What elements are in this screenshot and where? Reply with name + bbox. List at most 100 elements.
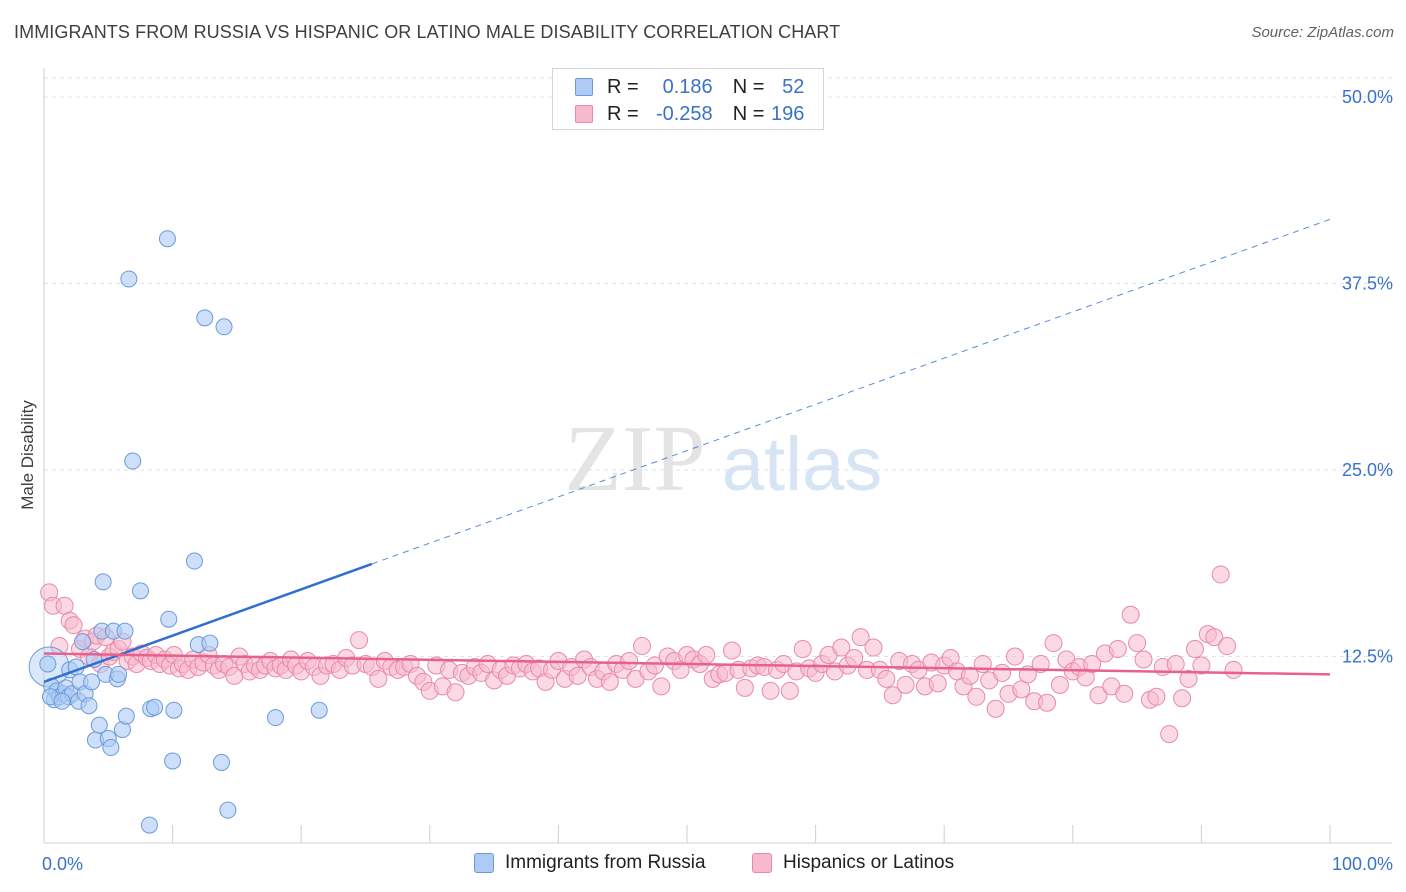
- hispanic-point: [632, 637, 651, 656]
- hispanic-point: [697, 646, 716, 665]
- russia-point: [310, 701, 328, 719]
- tick-labels: 12.5% 25.0% 37.5% 50.0% 0.0% 100.0%: [42, 87, 1393, 874]
- hispanic-point: [568, 666, 587, 685]
- russia-point: [219, 801, 237, 819]
- hispanic-point: [1005, 647, 1024, 666]
- hispanic-point: [1108, 640, 1127, 659]
- russia-point: [90, 716, 108, 734]
- legend-r-label: R =: [607, 102, 639, 125]
- hispanic-point: [652, 677, 671, 696]
- hispanic-point: [1012, 680, 1031, 699]
- hispanic-point: [735, 678, 754, 697]
- y-tick-label: 12.5%: [1342, 647, 1393, 667]
- russia-point: [120, 270, 138, 288]
- hispanic-point: [877, 669, 896, 688]
- russia-point: [53, 692, 71, 710]
- russia-point: [110, 665, 128, 683]
- legend-n-label: N =: [732, 75, 765, 98]
- hispanic-point: [883, 686, 902, 705]
- chart-title: IMMIGRANTS FROM RUSSIA VS HISPANIC OR LA…: [14, 22, 841, 42]
- hispanic-point: [350, 631, 369, 650]
- russia-point: [124, 452, 142, 470]
- hispanic-point: [761, 681, 780, 700]
- hispanic-point: [369, 669, 388, 688]
- hispanic-point: [1211, 565, 1230, 584]
- hispanic-point: [1044, 634, 1063, 653]
- russia-point: [80, 697, 98, 715]
- y-tick-label: 50.0%: [1342, 87, 1393, 107]
- legend-row-hispanic: R = -0.258 N = 196: [575, 102, 804, 126]
- source-label: Source: ZipAtlas.com: [1251, 24, 1394, 41]
- hispanic-point: [1166, 654, 1185, 673]
- hispanic-point: [1115, 684, 1134, 703]
- watermark-atlas: atlas: [722, 422, 883, 507]
- trend-lines: [43, 218, 1331, 684]
- bottom-legend-russia: Immigrants from Russia: [474, 852, 706, 874]
- hispanic-point: [64, 616, 83, 635]
- hispanic-point: [1185, 640, 1204, 659]
- hispanic-points: [40, 565, 1243, 744]
- russia-point: [102, 739, 120, 757]
- hispanic-point: [780, 681, 799, 700]
- hispanic-point: [832, 638, 851, 657]
- grid-lines: [44, 77, 1392, 657]
- hispanic-point: [845, 648, 864, 667]
- y-tick-label: 25.0%: [1342, 460, 1393, 480]
- hispanic-point: [1121, 605, 1140, 624]
- legend-swatch-pink: [575, 105, 593, 123]
- bottom-legend-label-hispanic: Hispanics or Latinos: [783, 852, 955, 873]
- russia-trend-solid: [43, 562, 373, 684]
- hispanic-point: [1038, 693, 1057, 712]
- hispanic-point: [851, 628, 870, 647]
- legend-n-value: 52: [782, 75, 805, 98]
- hispanic-point: [986, 699, 1005, 718]
- russia-point: [164, 752, 182, 770]
- watermark: ZIP atlas: [565, 407, 883, 511]
- bottom-swatch-blue: [474, 853, 494, 873]
- hispanic-point: [723, 641, 742, 660]
- legend-n-value: 196: [771, 102, 805, 125]
- russia-point: [212, 753, 230, 771]
- hispanic-point: [1083, 654, 1102, 673]
- hispanic-point: [1205, 628, 1224, 647]
- legend-r-value: -0.258: [655, 102, 713, 125]
- hispanic-point: [993, 663, 1012, 682]
- stats-legend: R = 0.186 N = 52 R = -0.258 N = 196: [552, 68, 824, 130]
- hispanic-point: [55, 596, 74, 615]
- legend-r-value: 0.186: [662, 75, 713, 98]
- russia-points: [28, 230, 328, 834]
- legend-r-label: R =: [607, 75, 639, 98]
- legend-swatch-blue: [575, 78, 593, 96]
- axes: [43, 68, 1392, 844]
- hispanic-point: [960, 666, 979, 685]
- watermark-zip: ZIP: [565, 407, 706, 511]
- legend-row-russia: R = 0.186 N = 52: [575, 75, 804, 99]
- hispanic-point: [1160, 725, 1179, 744]
- x-tick-label-min: 0.0%: [42, 854, 83, 874]
- russia-point: [140, 816, 158, 834]
- hispanic-point: [1218, 637, 1237, 656]
- hispanic-point: [645, 656, 664, 675]
- russia-point: [94, 573, 112, 591]
- hispanic-point: [928, 674, 947, 693]
- hispanic-point: [864, 638, 883, 657]
- hispanic-point: [1031, 654, 1050, 673]
- hispanic-point: [1173, 689, 1192, 708]
- russia-point: [266, 709, 284, 727]
- russia-point: [196, 309, 214, 327]
- russia-point: [116, 622, 134, 640]
- russia-point: [83, 673, 101, 691]
- bottom-swatch-pink: [752, 853, 772, 873]
- hispanic-point: [1147, 687, 1166, 706]
- russia-point: [165, 701, 183, 719]
- legend-n-label: N =: [732, 102, 765, 125]
- hispanic-point: [600, 672, 619, 691]
- hispanic-point: [896, 675, 915, 694]
- russia-point: [160, 610, 178, 628]
- russia-point: [131, 582, 149, 600]
- y-tick-label: 37.5%: [1342, 274, 1393, 294]
- hispanic-point: [1050, 675, 1069, 694]
- hispanic-trend: [43, 652, 1331, 676]
- russia-point: [185, 552, 203, 570]
- russia-point: [146, 698, 164, 716]
